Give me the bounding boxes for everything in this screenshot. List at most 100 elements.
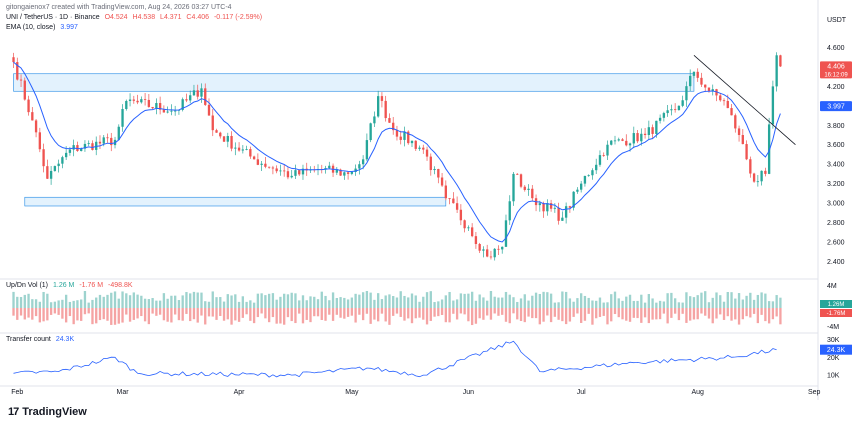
- down-volume-bar: [27, 308, 30, 318]
- ema-badge-label: 3.997: [827, 104, 845, 111]
- down-volume-bar: [95, 308, 98, 324]
- down-volume-bar: [222, 308, 226, 321]
- down-volume-bar: [519, 308, 523, 322]
- up-volume-bar: [64, 294, 68, 308]
- down-volume-bar: [422, 308, 425, 320]
- candle-body: [595, 164, 598, 171]
- candle-body: [95, 141, 98, 150]
- down-volume-bar: [256, 308, 260, 318]
- up-volume-bar: [482, 297, 485, 308]
- down-volume-bar: [557, 308, 560, 320]
- up-volume-bar: [493, 296, 496, 308]
- candle-body: [722, 100, 726, 102]
- candle-body: [132, 99, 135, 101]
- up-volume-bar: [711, 297, 714, 308]
- up-volume-bar: [335, 297, 338, 308]
- down-volume-bar: [298, 308, 301, 314]
- candle-body: [440, 177, 444, 186]
- down-volume-bar: [380, 308, 384, 314]
- candle-body: [102, 137, 105, 144]
- up-volume-bar: [256, 293, 260, 308]
- up-volume-bar: [121, 291, 124, 308]
- down-volume-bar: [673, 308, 677, 314]
- candle-body: [658, 117, 662, 121]
- candle-body: [192, 90, 196, 96]
- candle-body: [448, 198, 451, 200]
- up-volume-bar: [696, 295, 699, 308]
- candle-body: [474, 236, 478, 244]
- down-volume-bar: [658, 308, 662, 320]
- up-volume-bar: [23, 294, 26, 308]
- vol-up-value: 1.26 M: [52, 282, 75, 289]
- candle-body: [286, 171, 290, 178]
- time-tick-label: Mar: [117, 389, 130, 396]
- candle-body: [564, 206, 568, 218]
- up-volume-bar: [181, 295, 184, 308]
- down-volume-bar: [361, 308, 365, 321]
- down-volume-bar: [346, 308, 350, 317]
- down-volume-bar: [606, 308, 609, 325]
- up-volume-bar: [410, 293, 414, 308]
- down-volume-bar: [715, 308, 718, 319]
- down-volume-bar: [64, 308, 68, 323]
- candle-body: [613, 140, 617, 142]
- down-volume-bar: [474, 308, 478, 324]
- ema-legend[interactable]: EMA (10, close) 3.997: [6, 23, 81, 32]
- candle-body: [444, 185, 447, 199]
- candle-body: [553, 207, 557, 209]
- down-volume-bar: [102, 308, 105, 320]
- up-volume-bar: [685, 292, 688, 308]
- trendline: [693, 54, 796, 146]
- down-volume-bar: [343, 308, 346, 319]
- transfer-tick-label: 30K: [827, 337, 840, 344]
- vol-legend[interactable]: Up/Dn Vol (1) 1.26 M -1.76 M -498.8K: [6, 281, 136, 290]
- candle-body: [542, 203, 545, 212]
- down-volume-bar: [354, 308, 357, 323]
- down-volume-bar: [564, 308, 568, 325]
- up-volume-bar: [689, 296, 692, 308]
- tradingview-logo[interactable]: 17 TradingView: [8, 406, 87, 418]
- down-volume-bar: [181, 308, 184, 321]
- up-volume-bar: [519, 298, 523, 308]
- up-volume-bar: [508, 294, 511, 308]
- down-volume-bar: [486, 308, 489, 316]
- candle-body: [46, 166, 49, 179]
- up-volume-bar: [68, 301, 72, 308]
- down-volume-bar: [501, 308, 504, 315]
- down-volume-bar: [301, 308, 305, 324]
- candle-body: [249, 149, 252, 157]
- support-resistance-zone: [24, 196, 447, 207]
- candle-body: [369, 123, 372, 141]
- up-volume-bar: [489, 290, 493, 308]
- down-volume-bar: [155, 308, 158, 316]
- vol-tick-label: 4M: [827, 283, 837, 290]
- ema-value: 3.997: [60, 24, 78, 31]
- candle-body: [504, 220, 508, 247]
- down-volume-bar: [320, 308, 323, 321]
- up-volume-bar: [395, 297, 399, 308]
- down-volume-bar: [459, 308, 463, 314]
- down-volume-bar: [19, 308, 23, 316]
- down-volume-bar: [640, 308, 643, 323]
- down-volume-bar: [264, 308, 267, 319]
- up-volume-bar: [681, 302, 684, 308]
- up-volume-bar: [106, 294, 109, 308]
- candle-body: [527, 188, 530, 190]
- candle-body: [346, 172, 350, 174]
- candle-body: [696, 71, 699, 78]
- down-volume-bar: [283, 308, 286, 325]
- candle-body: [166, 111, 169, 113]
- candle-body: [470, 227, 474, 237]
- up-volume-bar: [553, 302, 557, 308]
- ohlc-close: C4.406: [186, 14, 209, 21]
- vol-tick-label: -4M: [827, 324, 839, 331]
- up-volume-bar: [470, 291, 474, 308]
- candle-body: [343, 172, 346, 176]
- up-volume-bar: [57, 300, 60, 308]
- vol-down-badge-label: -1.76M: [827, 311, 846, 317]
- transfer-legend[interactable]: Transfer count 24.3K: [6, 335, 77, 344]
- down-volume-bar: [136, 308, 139, 319]
- down-volume-bar: [226, 308, 229, 320]
- down-volume-bar: [365, 308, 369, 314]
